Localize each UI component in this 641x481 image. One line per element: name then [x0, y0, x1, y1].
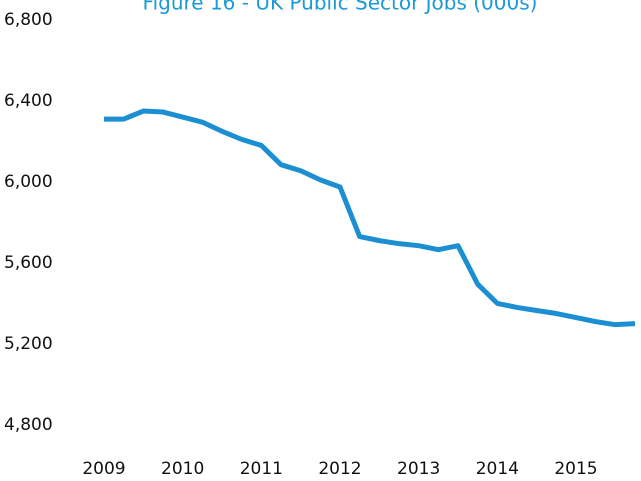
x-tick-label: 2012	[318, 459, 361, 479]
y-tick-label: 5,200	[4, 334, 53, 354]
chart-title: Figure 16 - UK Public Sector Jobs (000s)	[143, 0, 538, 15]
x-tick-label: 2011	[240, 459, 283, 479]
x-tick-label: 2010	[161, 459, 204, 479]
y-tick-label: 6,400	[4, 91, 53, 111]
x-tick-label: 2015	[554, 459, 597, 479]
x-tick-label: 2009	[82, 459, 125, 479]
y-tick-label: 5,600	[4, 253, 53, 273]
y-tick-label: 4,800	[4, 415, 53, 435]
y-tick-label: 6,000	[4, 172, 53, 192]
line	[104, 108, 636, 328]
x-tick-label: 2014	[476, 459, 519, 479]
x-tick-label: 2013	[397, 459, 440, 479]
y-tick-label: 6,800	[4, 10, 53, 30]
